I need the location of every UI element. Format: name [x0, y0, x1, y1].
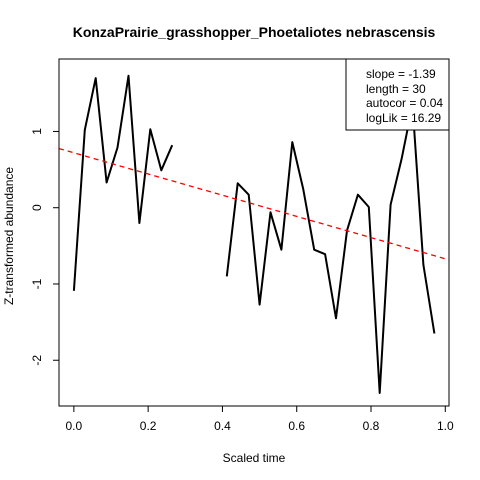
y-tick-label: -1 [30, 278, 44, 289]
x-tick-label: 0.4 [214, 419, 231, 433]
x-tick-label: 1.0 [437, 419, 454, 433]
series-layer [72, 74, 436, 394]
legend-length: length = 30 [366, 82, 426, 96]
series-line [225, 103, 436, 394]
legend: slope = -1.39 length = 30 autocor = 0.04… [345, 58, 450, 131]
x-tick-label: 0.6 [288, 419, 305, 433]
x-axis: 0.0 0.2 0.4 0.6 0.8 1.0 [66, 406, 454, 433]
legend-loglik: logLik = 16.29 [366, 111, 441, 125]
y-tick-label: -2 [30, 355, 44, 366]
y-tick-label: 0 [30, 204, 44, 211]
x-tick-label: 0.8 [363, 419, 380, 433]
x-axis-label: Scaled time [223, 451, 286, 465]
y-axis: -2 -1 0 1 [30, 128, 59, 366]
legend-slope: slope = -1.39 [366, 67, 436, 81]
x-tick-label: 0.2 [140, 419, 157, 433]
trend-line [58, 147, 450, 261]
legend-box [345, 58, 450, 131]
plot-area [58, 74, 450, 394]
y-tick-label: 1 [30, 128, 44, 135]
x-tick-label: 0.0 [66, 419, 83, 433]
plot-frame [58, 58, 450, 407]
chart-title: KonzaPrairie_grasshopper_Phoetaliotes ne… [73, 24, 436, 40]
legend-autocor: autocor = 0.04 [366, 96, 443, 110]
series-line [72, 74, 174, 291]
y-axis-label: Z-transformed abundance [2, 167, 16, 305]
